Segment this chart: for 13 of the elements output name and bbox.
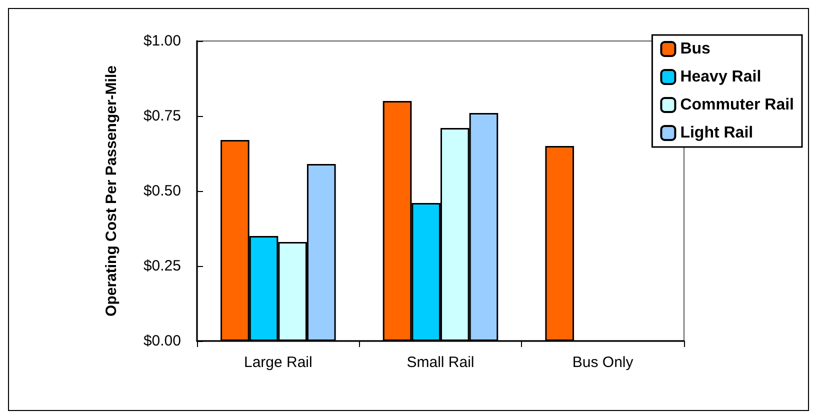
- x-tick-label: Bus Only: [572, 354, 634, 371]
- y-tick-label: $0.25: [143, 258, 181, 274]
- y-tick-label: $0.00: [143, 332, 181, 350]
- y-axis-title: Operating Cost Per Passenger-Mile: [103, 66, 120, 316]
- x-tick-label: Large Rail: [244, 354, 312, 371]
- legend-label: Heavy Rail: [680, 68, 762, 86]
- y-tick-label: $0.50: [143, 182, 181, 200]
- y-tick-label: $0.75: [143, 108, 181, 124]
- legend-label: Light Rail: [680, 124, 754, 142]
- y-tick-label: $1.00: [143, 32, 181, 50]
- x-tick-label: Small Rail: [406, 354, 474, 371]
- legend-label: Bus: [680, 40, 711, 58]
- legend-label: Commuter Rail: [680, 96, 794, 114]
